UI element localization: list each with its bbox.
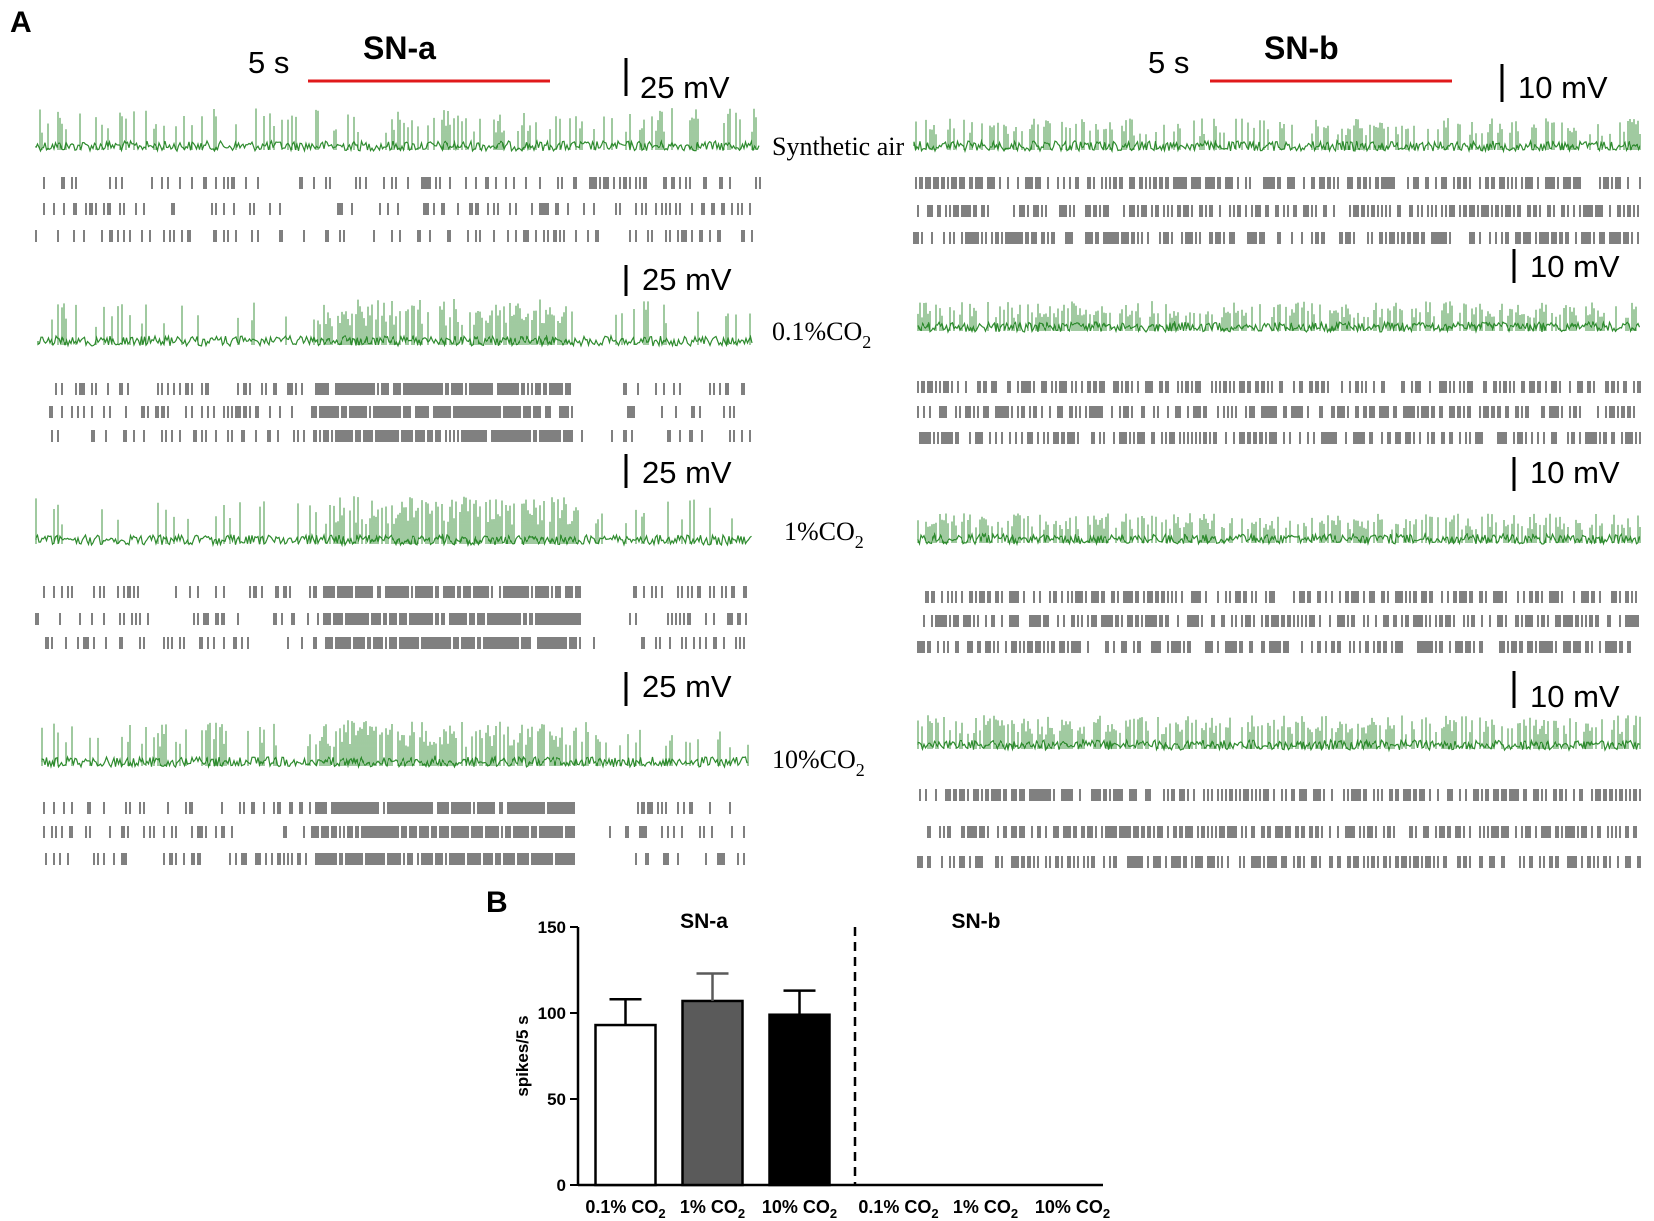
raster-sn-b-row-0-line-2 (913, 232, 1639, 244)
trace-spikes-sn-b-row-1 (917, 301, 1637, 331)
y-tick-label: 50 (547, 1090, 566, 1109)
sn-a-voltage-scale-label-0: 25 mV (640, 70, 730, 105)
sn-b-voltage-scale-label-1: 10 mV (1530, 249, 1620, 284)
sn-a-time-scale-label: 5 s (248, 45, 289, 80)
raster-sn-a-row-1-line-2 (51, 430, 751, 442)
panel-b-letter: B (486, 886, 508, 919)
raster-sn-a-row-2-line-1 (35, 613, 747, 625)
raster-sn-a-row-0-line-2 (35, 230, 753, 242)
sn-b-title: SN-b (1264, 30, 1339, 66)
trace-sn-a-row-1 (37, 333, 753, 348)
trace-spikes-sn-a-row-2 (35, 496, 733, 544)
y-tick-label: 150 (538, 918, 566, 937)
trace-sn-b-row-1 (917, 319, 1641, 334)
bar-SN-a-2 (768, 1013, 831, 1187)
raster-sn-b-row-2-line-2 (917, 641, 1631, 653)
y-tick-label: 100 (538, 1004, 566, 1023)
sn-b-voltage-scale-label-2: 10 mV (1530, 455, 1620, 490)
electrophysiology-traces (35, 108, 1641, 770)
sn-a-title: SN-a (363, 30, 436, 66)
y-tick-label: 0 (557, 1176, 566, 1195)
trace-spikes-sn-b-row-2 (917, 513, 1641, 543)
category-label-SN-b-0: 0.1% CO2 (858, 1197, 938, 1221)
category-label-SN-a-0: 0.1% CO2 (585, 1197, 665, 1221)
bar-SN-a-1 (681, 999, 744, 1187)
condition-label-synthetic-air: Synthetic air (772, 132, 904, 161)
category-label-SN-b-2: 10% CO2 (1035, 1197, 1110, 1221)
raster-sn-a-row-0-line-0 (43, 177, 761, 189)
raster-sn-a-row-2-line-2 (45, 637, 745, 649)
sn-b-voltage-scale-label-0: 10 mV (1518, 70, 1608, 105)
raster-sn-b-row-3-line-1 (927, 826, 1637, 838)
y-axis-label: spikes/5 s (513, 1015, 532, 1096)
raster-sn-b-row-2-line-0 (925, 591, 1637, 603)
raster-sn-b-row-0-line-1 (917, 205, 1639, 217)
trace-spikes-sn-b-row-3 (917, 715, 1641, 749)
category-label-SN-b-1: 1% CO2 (953, 1197, 1018, 1221)
group-title-1: SN-b (952, 910, 1001, 933)
category-label-SN-a-1: 1% CO2 (680, 1197, 745, 1221)
trace-spikes-sn-b-row-0 (915, 118, 1641, 150)
condition-label-1-co2: 1%CO2 (784, 517, 864, 552)
sn-b-time-scale-label: 5 s (1148, 45, 1189, 80)
raster-sn-b-row-1-line-2 (919, 432, 1641, 444)
sn-a-voltage-scale-label-3: 25 mV (642, 669, 732, 704)
trace-sn-a-row-3 (41, 754, 748, 770)
condition-label-10-co2: 10%CO2 (772, 745, 865, 780)
raster-sn-b-row-0-line-0 (915, 177, 1641, 189)
sn-a-voltage-scale-label-1: 25 mV (642, 262, 732, 297)
trace-sn-b-row-0 (913, 138, 1641, 154)
trace-spikes-sn-a-row-1 (51, 299, 751, 345)
raster-sn-b-row-2-line-1 (923, 615, 1639, 627)
raster-sn-b-row-3-line-0 (919, 789, 1641, 801)
trace-sn-b-row-2 (917, 532, 1641, 547)
raster-sn-a-row-1-line-1 (49, 406, 735, 418)
trace-sn-a-row-0 (35, 138, 760, 153)
trace-spikes-sn-a-row-3 (41, 720, 749, 766)
trace-spikes-sn-a-row-0 (39, 108, 757, 150)
spike-rasters (35, 177, 1641, 868)
raster-sn-a-row-3-line-2 (45, 853, 745, 865)
bar-chart: 0 50 100 150 spikes/5 s SN-a 0.1% CO2 1% CO2 10%… (513, 910, 1110, 1221)
bar-SN-a-0 (594, 1023, 657, 1187)
group-title-0: SN-a (680, 910, 728, 933)
panel-a-letter: A (10, 6, 32, 39)
raster-sn-b-row-1-line-1 (917, 406, 1635, 418)
sn-b-voltage-scale-label-3: 10 mV (1530, 679, 1620, 714)
category-label-SN-a-2: 10% CO2 (762, 1197, 837, 1221)
trace-sn-a-row-2 (35, 532, 752, 548)
sn-a-voltage-scale-label-2: 25 mV (642, 455, 732, 490)
raster-sn-b-row-3-line-2 (917, 856, 1641, 868)
raster-sn-a-row-1-line-0 (55, 383, 745, 395)
raster-sn-a-row-2-line-0 (43, 586, 747, 598)
raster-sn-b-row-1-line-0 (917, 381, 1641, 393)
raster-sn-a-row-3-line-0 (43, 802, 731, 814)
raster-sn-a-row-3-line-1 (43, 826, 745, 838)
condition-label-0-1-co2: 0.1%CO2 (772, 317, 871, 352)
raster-sn-a-row-0-line-1 (43, 203, 751, 215)
